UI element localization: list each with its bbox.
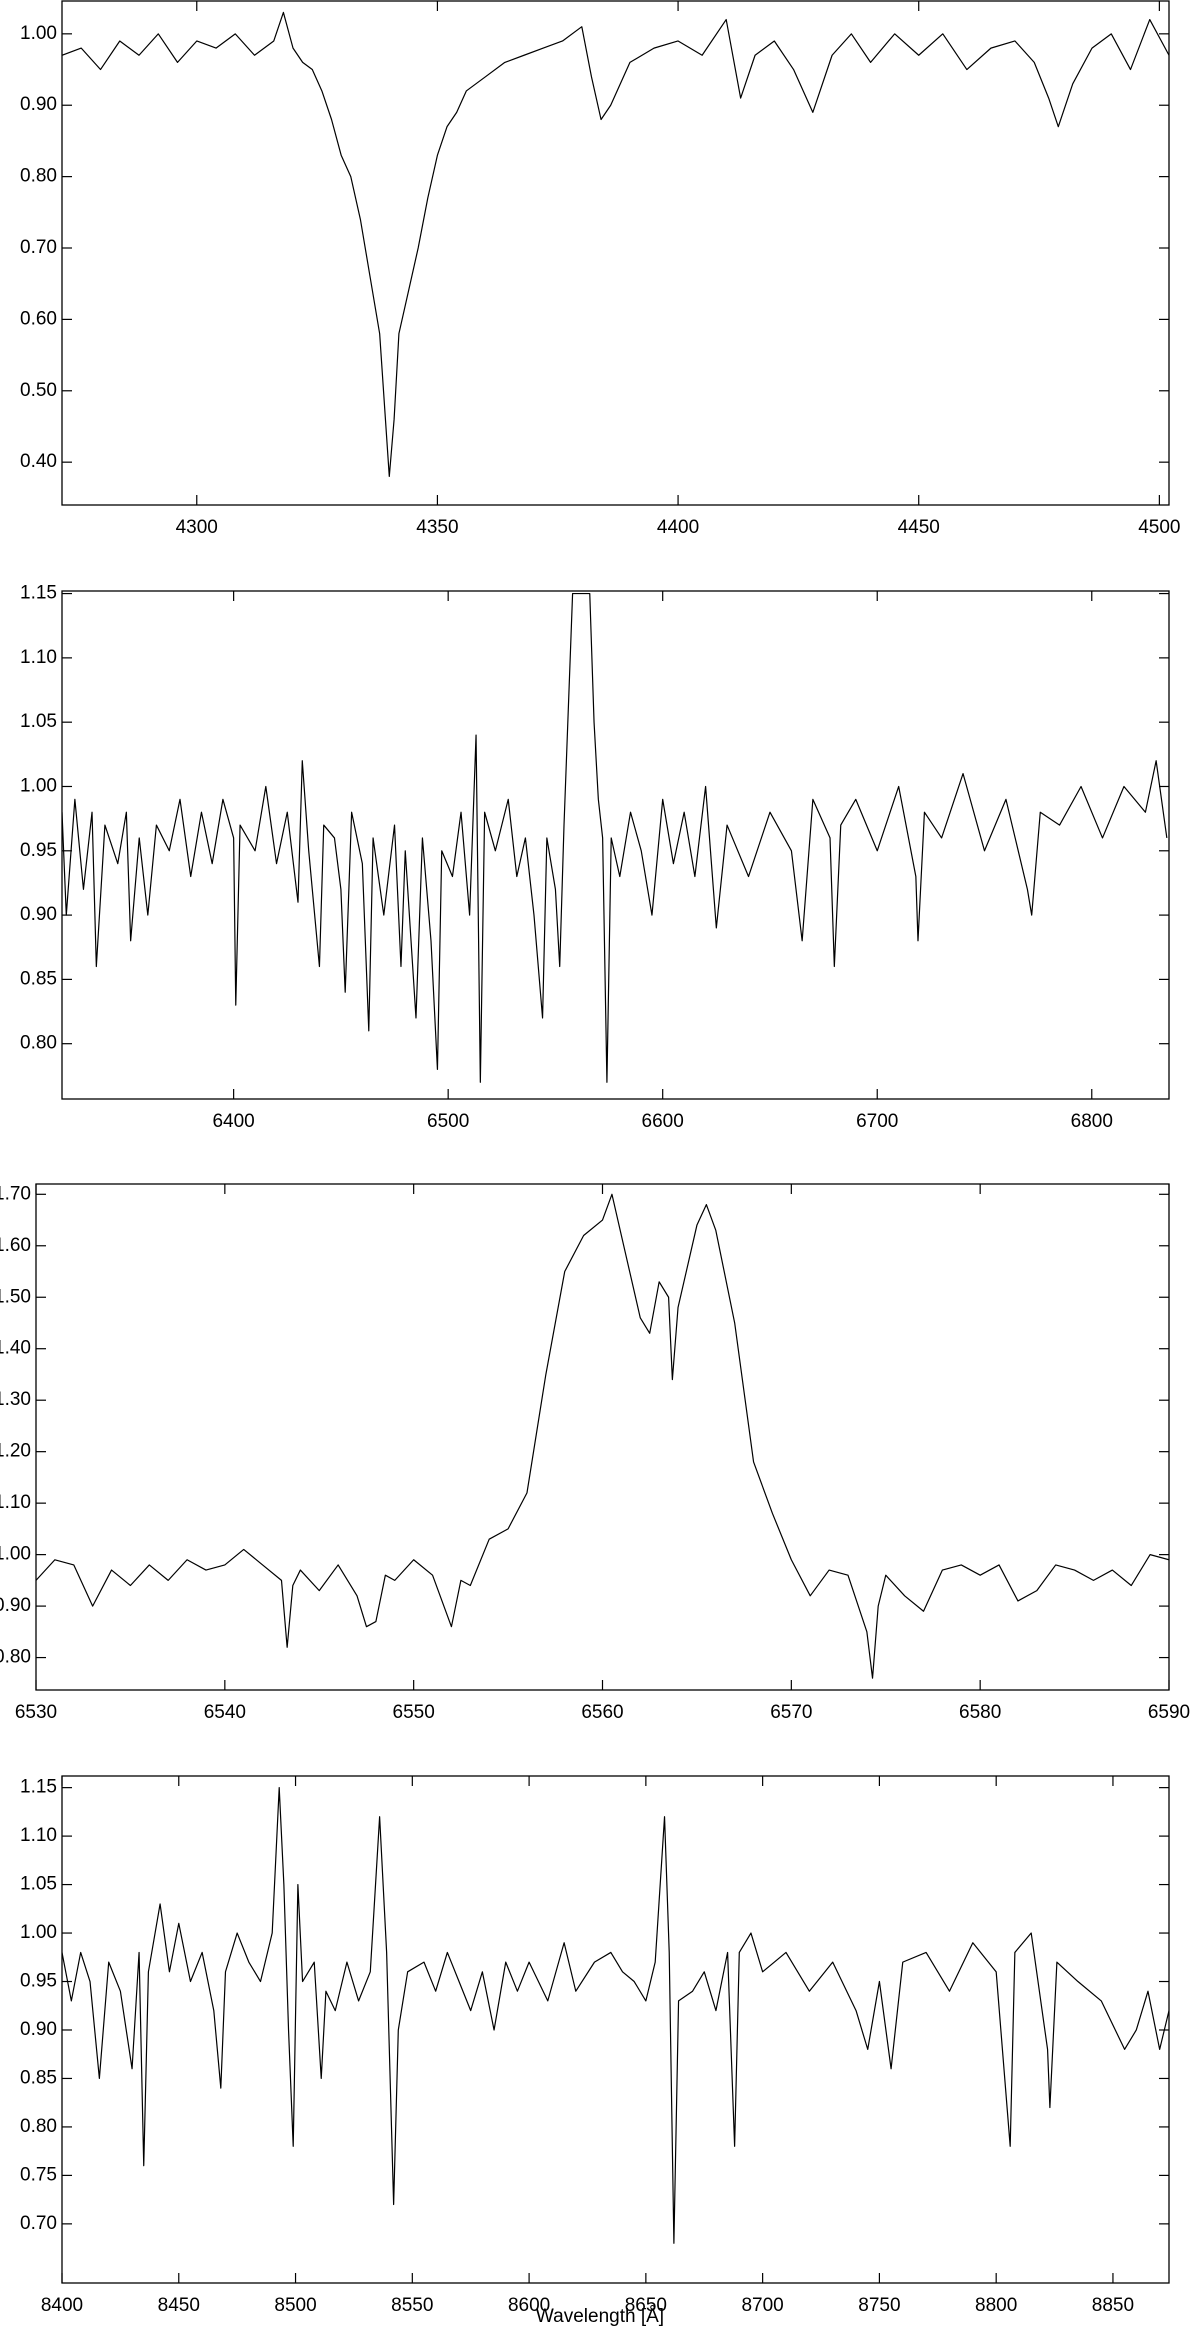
y-tick-label: 1.00 <box>20 23 57 44</box>
y-tick-label: 1.05 <box>20 711 57 732</box>
x-tick-label: 8750 <box>858 2295 900 2316</box>
y-tick-label: 1.20 <box>0 1441 31 1462</box>
x-tick-label: 8450 <box>158 2295 200 2316</box>
panel <box>62 592 1168 1083</box>
x-tick-label: 6590 <box>1148 1702 1190 1723</box>
y-tick-label: 0.70 <box>20 2213 57 2234</box>
y-tick-label: 1.10 <box>20 647 57 668</box>
x-tick-label: 6560 <box>581 1702 623 1723</box>
x-tick-label: 6700 <box>856 1111 898 1132</box>
plot-frame <box>61 0 1170 506</box>
y-tick-label: 1.70 <box>0 1183 31 1204</box>
x-tick-label: 8550 <box>391 2295 433 2316</box>
x-tick-label: 8650 <box>625 2295 667 2316</box>
y-tick-label: 0.85 <box>20 968 57 989</box>
y-tick-label: 1.00 <box>20 1922 57 1943</box>
x-tick-label: 6500 <box>427 1111 469 1132</box>
spectrum-line <box>62 1787 1169 2244</box>
y-tick-label: 0.80 <box>0 1647 31 1668</box>
y-tick-label: 0.90 <box>20 904 57 925</box>
y-tick-label: 1.30 <box>0 1389 31 1410</box>
y-tick-label: 0.90 <box>20 94 57 115</box>
x-tick-label: 4350 <box>416 517 458 538</box>
y-tick-label: 0.80 <box>20 166 57 187</box>
x-tick-label: 6800 <box>1071 1111 1113 1132</box>
x-tick-label: 8700 <box>741 2295 783 2316</box>
y-tick-label: 0.60 <box>20 308 57 329</box>
x-tick-label: 4500 <box>1138 517 1180 538</box>
y-tick-label: 0.90 <box>20 2019 57 2040</box>
x-tick-label: 8500 <box>274 2295 316 2316</box>
x-tick-label: 4400 <box>657 517 699 538</box>
y-tick-label: 0.50 <box>20 380 57 401</box>
x-axis-label: Wavelength [Å] <box>536 2306 664 2327</box>
spectrum-line <box>62 11 1169 478</box>
x-tick-label: 4450 <box>898 517 940 538</box>
y-tick-label: 1.40 <box>0 1338 31 1359</box>
x-tick-label: 6570 <box>770 1702 812 1723</box>
x-tick-label: 6580 <box>959 1702 1001 1723</box>
y-tick-label: 1.60 <box>0 1235 31 1256</box>
y-tick-label: 1.15 <box>20 1777 57 1798</box>
y-tick-label: 0.75 <box>20 2164 57 2185</box>
panel <box>62 11 1169 478</box>
y-tick-label: 1.05 <box>20 1874 57 1895</box>
plot-frame <box>61 590 1170 1100</box>
x-tick-label: 8800 <box>975 2295 1017 2316</box>
x-tick-label: 6600 <box>642 1111 684 1132</box>
y-tick-label: 0.80 <box>20 2116 57 2137</box>
y-tick-label: 0.85 <box>20 2067 57 2088</box>
plot-frame <box>35 1183 1170 1691</box>
x-tick-label: 8400 <box>41 2295 83 2316</box>
y-tick-label: 1.00 <box>20 775 57 796</box>
y-tick-label: 1.15 <box>20 583 57 604</box>
y-tick-label: 0.70 <box>20 237 57 258</box>
panel <box>62 1787 1169 2244</box>
y-tick-label: 0.95 <box>20 1971 57 1992</box>
spectrum-line <box>62 592 1168 1083</box>
x-tick-label: 6550 <box>393 1702 435 1723</box>
y-tick-label: 1.00 <box>0 1544 31 1565</box>
x-tick-label: 6530 <box>15 1702 57 1723</box>
y-tick-label: 0.90 <box>0 1595 31 1616</box>
spectrum-line <box>36 1193 1169 1679</box>
x-tick-label: 8600 <box>508 2295 550 2316</box>
y-tick-label: 1.10 <box>0 1492 31 1513</box>
x-tick-label: 6400 <box>212 1111 254 1132</box>
y-tick-label: 0.80 <box>20 1033 57 1054</box>
y-tick-label: 1.10 <box>20 1825 57 1846</box>
panel <box>36 1193 1169 1679</box>
plot-frame <box>61 1775 1170 2284</box>
x-tick-label: 4300 <box>176 517 218 538</box>
x-tick-label: 8850 <box>1092 2295 1134 2316</box>
y-tick-label: 1.50 <box>0 1286 31 1307</box>
y-tick-label: 0.95 <box>20 840 57 861</box>
y-tick-label: 0.40 <box>20 451 57 472</box>
x-tick-label: 6540 <box>204 1702 246 1723</box>
